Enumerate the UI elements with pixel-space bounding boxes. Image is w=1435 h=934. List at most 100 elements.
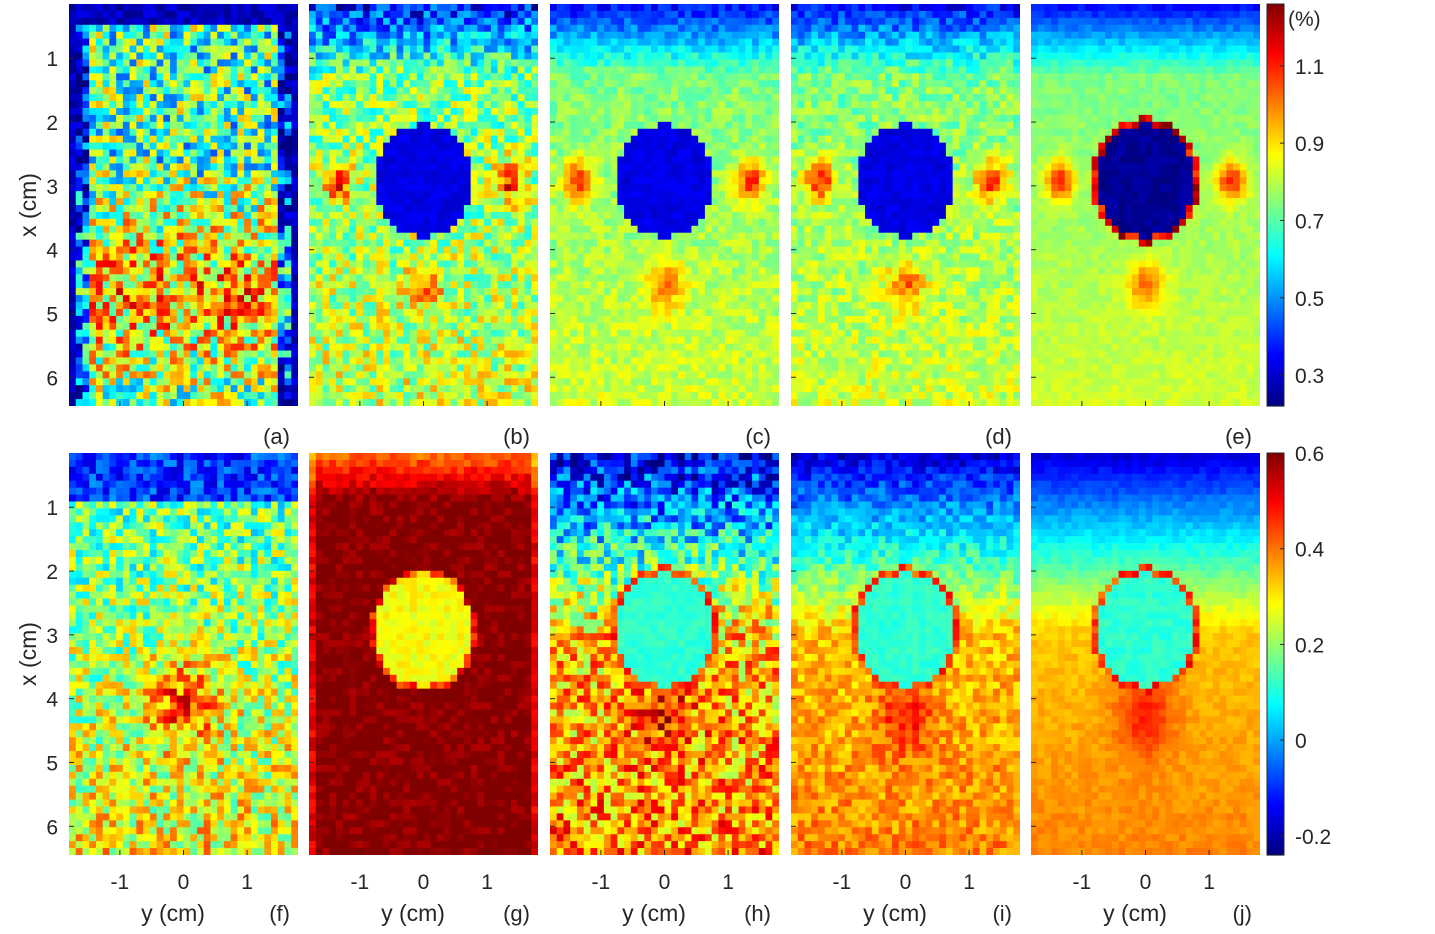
heatmap-cell bbox=[69, 198, 77, 206]
heatmap-cell bbox=[497, 350, 505, 359]
heatmap-cell bbox=[75, 385, 84, 393]
heatmap-cell bbox=[102, 274, 111, 282]
heatmap-cell bbox=[122, 142, 131, 151]
heatmap-cell bbox=[752, 121, 760, 130]
heatmap-cell bbox=[416, 239, 425, 248]
heatmap-cell bbox=[102, 121, 111, 130]
heatmap-cell bbox=[765, 17, 773, 26]
heatmap-cell bbox=[671, 10, 679, 19]
heatmap-cell bbox=[531, 38, 538, 47]
heatmap-cell bbox=[291, 281, 298, 289]
heatmap-cell bbox=[210, 378, 218, 386]
heatmap-cell bbox=[217, 149, 225, 158]
heatmap-cell bbox=[376, 218, 384, 227]
heatmap-cell bbox=[356, 364, 364, 372]
heatmap-cell bbox=[271, 308, 279, 317]
heatmap-cell bbox=[517, 329, 526, 338]
heatmap-cell bbox=[383, 232, 391, 241]
heatmap-cell bbox=[322, 66, 330, 74]
heatmap-cell bbox=[630, 38, 639, 47]
heatmap-cell bbox=[217, 329, 225, 338]
heatmap-cell bbox=[430, 114, 438, 123]
heatmap-cell bbox=[163, 322, 171, 331]
heatmap-cell bbox=[524, 31, 532, 40]
heatmap-cell bbox=[82, 121, 90, 130]
heatmap-cell bbox=[457, 114, 465, 123]
heatmap-cell bbox=[477, 322, 485, 331]
heatmap-cell bbox=[237, 357, 245, 366]
heatmap-cell bbox=[718, 142, 726, 151]
heatmap-cell bbox=[362, 73, 371, 81]
heatmap-cell bbox=[230, 211, 238, 220]
heatmap-cell bbox=[416, 163, 425, 171]
heatmap-cell bbox=[163, 329, 171, 338]
heatmap-cell bbox=[230, 315, 238, 324]
heatmap-cell bbox=[664, 17, 672, 26]
heatmap-cell bbox=[423, 80, 431, 88]
heatmap-cell bbox=[677, 24, 686, 33]
heatmap-cell bbox=[116, 267, 124, 275]
heatmap-cell bbox=[349, 225, 357, 234]
heatmap-cell bbox=[563, 163, 571, 171]
heatmap-cell bbox=[504, 121, 512, 130]
heatmap-cell bbox=[335, 45, 344, 54]
heatmap-cell bbox=[237, 94, 245, 102]
heatmap-cell bbox=[291, 17, 298, 26]
heatmap-cell bbox=[264, 315, 272, 324]
heatmap-cell bbox=[745, 31, 753, 40]
heatmap-cell bbox=[576, 191, 585, 199]
heatmap-cell bbox=[109, 170, 117, 178]
heatmap-cell bbox=[203, 149, 212, 158]
heatmap-cell bbox=[309, 350, 317, 359]
heatmap-cell bbox=[517, 59, 526, 67]
heatmap-cell bbox=[129, 10, 137, 19]
heatmap-cell bbox=[244, 350, 252, 359]
heatmap-cell bbox=[664, 101, 672, 109]
heatmap-cell bbox=[738, 45, 746, 54]
heatmap-cell bbox=[69, 156, 77, 165]
heatmap-cell bbox=[217, 101, 225, 109]
heatmap-cell bbox=[772, 101, 779, 109]
heatmap-cell bbox=[342, 184, 351, 192]
heatmap-cell bbox=[504, 107, 512, 116]
heatmap-cell bbox=[637, 142, 645, 151]
heatmap-cell bbox=[264, 364, 272, 372]
heatmap-cell bbox=[109, 101, 117, 109]
heatmap-cell bbox=[291, 253, 298, 262]
heatmap-cell bbox=[369, 87, 377, 95]
heatmap-cell bbox=[223, 191, 232, 199]
heatmap-cell bbox=[217, 225, 225, 234]
heatmap-cell bbox=[389, 38, 398, 47]
heatmap-cell bbox=[176, 149, 185, 158]
heatmap-cell bbox=[677, 4, 686, 12]
heatmap-cell bbox=[550, 128, 558, 137]
heatmap-cell bbox=[597, 31, 605, 40]
heatmap-cell bbox=[129, 73, 137, 81]
heatmap-cell bbox=[129, 31, 137, 40]
heatmap-cell bbox=[403, 121, 411, 130]
heatmap-cell bbox=[196, 101, 205, 109]
heatmap-cell bbox=[217, 308, 225, 317]
heatmap-cell bbox=[490, 343, 499, 352]
heatmap-cell bbox=[651, 156, 659, 165]
heatmap-cell bbox=[511, 378, 519, 386]
heatmap-cell bbox=[490, 24, 499, 33]
heatmap-cell bbox=[550, 17, 558, 26]
heatmap-cell bbox=[284, 66, 292, 74]
heatmap-cell bbox=[291, 80, 298, 88]
heatmap-cell bbox=[356, 4, 364, 12]
heatmap-cell bbox=[156, 107, 164, 116]
heatmap-cell bbox=[217, 246, 225, 255]
heatmap-cell bbox=[416, 10, 425, 19]
heatmap-cell bbox=[457, 87, 465, 95]
heatmap-cell bbox=[403, 73, 411, 81]
heatmap-cell bbox=[122, 281, 131, 289]
heatmap-cell bbox=[704, 101, 713, 109]
heatmap-cell bbox=[95, 392, 104, 400]
heatmap-cell bbox=[230, 177, 238, 185]
heatmap-cell bbox=[738, 128, 746, 137]
heatmap-cell bbox=[423, 218, 431, 227]
heatmap-cell bbox=[356, 357, 364, 366]
heatmap-cell bbox=[436, 128, 445, 137]
heatmap-cell bbox=[470, 392, 478, 400]
